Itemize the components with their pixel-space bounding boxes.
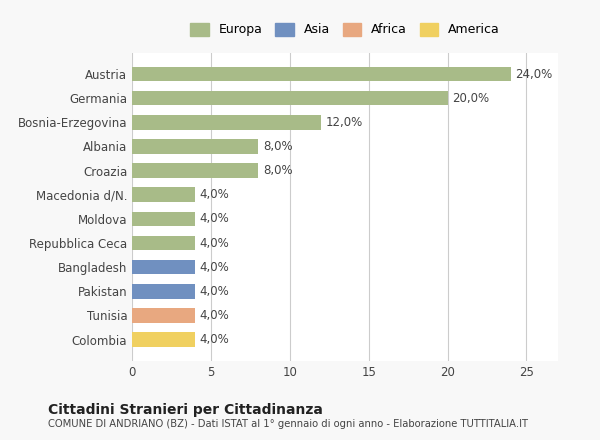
- Bar: [132, 115, 322, 129]
- Text: 8,0%: 8,0%: [263, 164, 293, 177]
- Text: 20,0%: 20,0%: [452, 92, 490, 105]
- Text: 12,0%: 12,0%: [326, 116, 364, 129]
- Bar: [132, 236, 195, 250]
- Text: 4,0%: 4,0%: [200, 260, 230, 274]
- Bar: [132, 163, 258, 178]
- Legend: Europa, Asia, Africa, America: Europa, Asia, Africa, America: [186, 19, 504, 40]
- Bar: [132, 91, 448, 106]
- Bar: [132, 212, 195, 226]
- Bar: [132, 260, 195, 275]
- Text: COMUNE DI ANDRIANO (BZ) - Dati ISTAT al 1° gennaio di ogni anno - Elaborazione T: COMUNE DI ANDRIANO (BZ) - Dati ISTAT al …: [48, 419, 528, 429]
- Bar: [132, 308, 195, 323]
- Text: 4,0%: 4,0%: [200, 285, 230, 298]
- Bar: [132, 332, 195, 347]
- Bar: [132, 284, 195, 298]
- Text: 4,0%: 4,0%: [200, 333, 230, 346]
- Bar: [132, 187, 195, 202]
- Text: 4,0%: 4,0%: [200, 188, 230, 201]
- Bar: [132, 67, 511, 81]
- Text: 8,0%: 8,0%: [263, 140, 293, 153]
- Text: 4,0%: 4,0%: [200, 309, 230, 322]
- Text: 4,0%: 4,0%: [200, 237, 230, 249]
- Bar: [132, 139, 258, 154]
- Text: Cittadini Stranieri per Cittadinanza: Cittadini Stranieri per Cittadinanza: [48, 403, 323, 417]
- Text: 4,0%: 4,0%: [200, 213, 230, 225]
- Text: 24,0%: 24,0%: [515, 68, 553, 81]
